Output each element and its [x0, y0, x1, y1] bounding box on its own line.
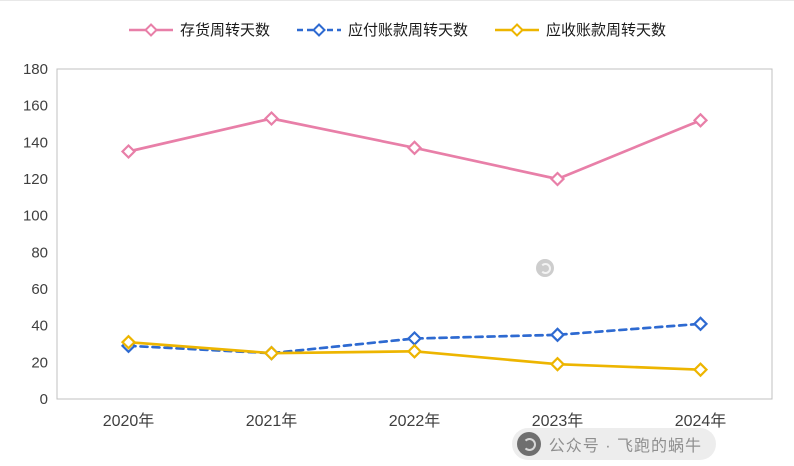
chart-legend: 存货周转天数 应付账款周转天数 应收账款周转天数: [0, 19, 794, 40]
legend-marker-icon: [495, 22, 539, 37]
data-point-marker: [549, 356, 566, 372]
data-point-marker: [263, 110, 280, 127]
data-point-marker: [406, 140, 423, 156]
faint-snail-icon: [536, 259, 554, 277]
x-axis-label: 2023年: [532, 412, 584, 430]
data-point-marker: [692, 112, 709, 128]
data-point-marker: [406, 343, 423, 359]
y-axis-label: 160: [23, 98, 48, 115]
legend-label: 应付账款周转天数: [347, 22, 468, 39]
legend-label: 存货周转天数: [179, 22, 270, 39]
data-point-marker: [263, 345, 280, 361]
legend-item-2: 应收账款周转天数: [494, 19, 666, 40]
data-point-marker: [692, 362, 709, 378]
data-point-marker: [549, 171, 566, 187]
legend-marker-icon: [296, 22, 341, 37]
x-axis-label: 2024年: [675, 412, 727, 430]
data-point-marker: [549, 327, 566, 343]
x-axis-label: 2021年: [246, 412, 298, 430]
y-axis-label: 20: [31, 354, 48, 371]
legend-item-0: 存货周转天数: [128, 19, 270, 40]
x-axis-label: 2022年: [389, 412, 441, 430]
data-point-marker: [120, 334, 137, 350]
legend-item-1: 应付账款周转天数: [296, 19, 468, 40]
y-axis-label: 80: [31, 244, 48, 261]
y-axis-label: 100: [23, 208, 48, 225]
legend-label: 应收账款周转天数: [546, 22, 667, 39]
y-axis-label: 0: [40, 391, 48, 408]
legend-marker-icon: [128, 22, 173, 37]
y-axis-label: 60: [31, 281, 48, 298]
y-axis-label: 40: [31, 318, 48, 335]
snail-icon: [516, 432, 541, 456]
watermark-text: 公众号 · 飞跑的蜗牛: [548, 438, 702, 455]
data-point-marker: [120, 143, 137, 160]
y-axis-label: 180: [23, 61, 48, 78]
y-axis-label: 120: [23, 171, 48, 188]
x-axis-label: 2020年: [103, 412, 155, 430]
watermark-badge: 公众号 · 飞跑的蜗牛: [511, 428, 716, 460]
y-axis-label: 140: [23, 134, 48, 151]
data-point-marker: [692, 316, 709, 332]
